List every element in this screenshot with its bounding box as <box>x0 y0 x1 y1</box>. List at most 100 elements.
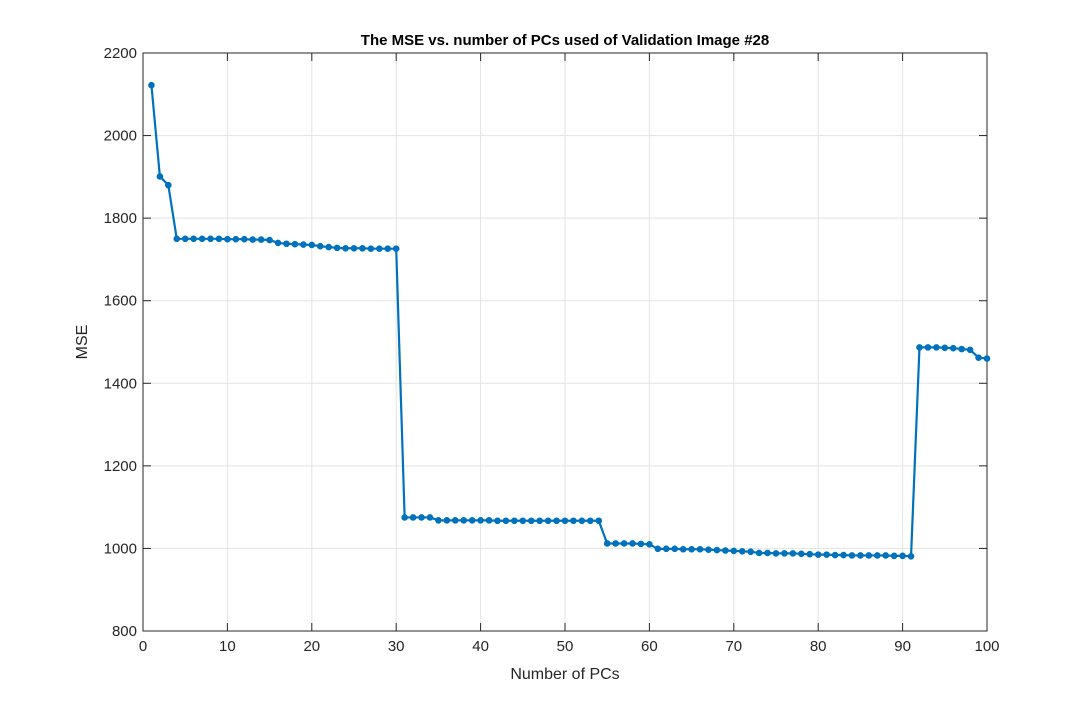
data-point <box>257 236 265 243</box>
data-point <box>409 514 417 521</box>
data-point <box>451 517 459 524</box>
data-point <box>958 345 965 353</box>
data-point <box>367 245 375 252</box>
data-point <box>899 552 906 560</box>
data-point <box>806 550 814 558</box>
x-tick-label: 50 <box>557 638 574 655</box>
y-tick-label: 1200 <box>104 458 137 475</box>
data-point <box>983 355 991 362</box>
data-point <box>426 514 434 521</box>
y-tick-label: 2200 <box>104 45 137 62</box>
data-point <box>308 241 316 249</box>
data-point <box>798 550 805 558</box>
x-tick-label: 60 <box>641 638 658 655</box>
data-point <box>224 235 231 243</box>
data-point <box>443 517 451 524</box>
data-point <box>924 344 932 351</box>
x-tick-label: 90 <box>894 638 911 655</box>
data-point <box>561 517 569 525</box>
data-point <box>865 552 873 559</box>
data-point <box>620 540 628 547</box>
data-point <box>316 242 324 250</box>
data-point <box>696 545 704 553</box>
data-point <box>730 547 738 555</box>
data-point <box>215 235 223 243</box>
data-point <box>764 549 771 557</box>
data-point <box>156 173 164 180</box>
data-point <box>502 517 510 525</box>
data-point <box>494 517 501 525</box>
data-point <box>646 541 653 548</box>
data-point <box>705 546 712 553</box>
data-point <box>637 540 645 548</box>
series-line <box>150 85 988 558</box>
chart-title: The MSE vs. number of PCs used of Valida… <box>361 32 769 49</box>
data-point <box>713 546 721 554</box>
data-point <box>966 346 974 354</box>
y-tick-label: 1800 <box>104 210 137 227</box>
x-tick-label: 20 <box>303 638 320 655</box>
data-point <box>789 550 797 557</box>
y-tick-label: 1400 <box>104 375 137 392</box>
x-tick-label: 100 <box>974 638 999 655</box>
data-point <box>595 517 603 525</box>
y-tick-label: 1000 <box>104 540 137 557</box>
data-point <box>325 243 332 251</box>
data-point <box>722 547 729 554</box>
data-point <box>173 235 181 243</box>
data-point <box>418 514 425 521</box>
data-point <box>342 244 349 252</box>
data-point <box>873 552 881 559</box>
data-point <box>688 545 695 553</box>
y-axis-label: MSE <box>74 325 91 360</box>
data-point <box>738 548 746 555</box>
data-point <box>198 235 206 243</box>
y-axis-ticks: 800 1000 1200 1400 1600 1800 2000 2200 <box>104 45 987 640</box>
data-point <box>148 81 155 89</box>
data-point <box>553 517 560 525</box>
data-point <box>333 244 341 252</box>
data-point <box>392 245 400 252</box>
data-point <box>890 552 898 560</box>
data-point <box>933 344 940 351</box>
x-tick-label: 10 <box>219 638 236 655</box>
data-point <box>232 235 240 243</box>
x-tick-label: 0 <box>139 638 147 655</box>
data-point <box>603 540 611 547</box>
data-point <box>907 552 915 560</box>
data-point <box>949 344 957 352</box>
x-tick-label: 70 <box>725 638 742 655</box>
data-point <box>781 550 788 557</box>
data-point <box>165 181 172 189</box>
data-point <box>283 240 290 248</box>
x-tick-label: 80 <box>810 638 827 655</box>
data-point <box>570 517 577 525</box>
data-point <box>207 235 214 243</box>
data-point <box>266 236 273 244</box>
data-point <box>536 517 543 525</box>
series-group <box>148 81 991 560</box>
data-point <box>941 344 949 352</box>
data-point <box>587 517 594 525</box>
data-point <box>468 517 476 524</box>
y-tick-label: 2000 <box>104 128 137 145</box>
data-point <box>848 552 856 559</box>
x-tick-label: 30 <box>388 638 405 655</box>
data-point <box>671 545 679 553</box>
data-point <box>511 517 518 525</box>
data-point <box>831 551 839 559</box>
data-point <box>527 517 535 525</box>
data-point <box>612 540 619 547</box>
x-tick-label: 40 <box>472 638 489 655</box>
data-point <box>772 550 780 557</box>
data-point <box>519 517 527 525</box>
data-point <box>291 240 299 248</box>
y-tick-label: 1600 <box>104 293 137 310</box>
data-point <box>857 552 864 559</box>
data-point <box>578 517 586 525</box>
data-point <box>300 241 307 248</box>
data-point <box>384 245 392 252</box>
data-point <box>359 244 366 252</box>
data-point <box>654 545 662 553</box>
